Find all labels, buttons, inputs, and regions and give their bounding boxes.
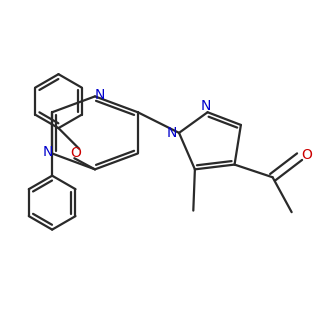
Text: N: N bbox=[42, 145, 52, 159]
Text: N: N bbox=[94, 88, 105, 102]
Text: N: N bbox=[201, 99, 211, 113]
Text: N: N bbox=[167, 126, 177, 140]
Text: O: O bbox=[70, 146, 81, 160]
Text: O: O bbox=[301, 148, 312, 162]
